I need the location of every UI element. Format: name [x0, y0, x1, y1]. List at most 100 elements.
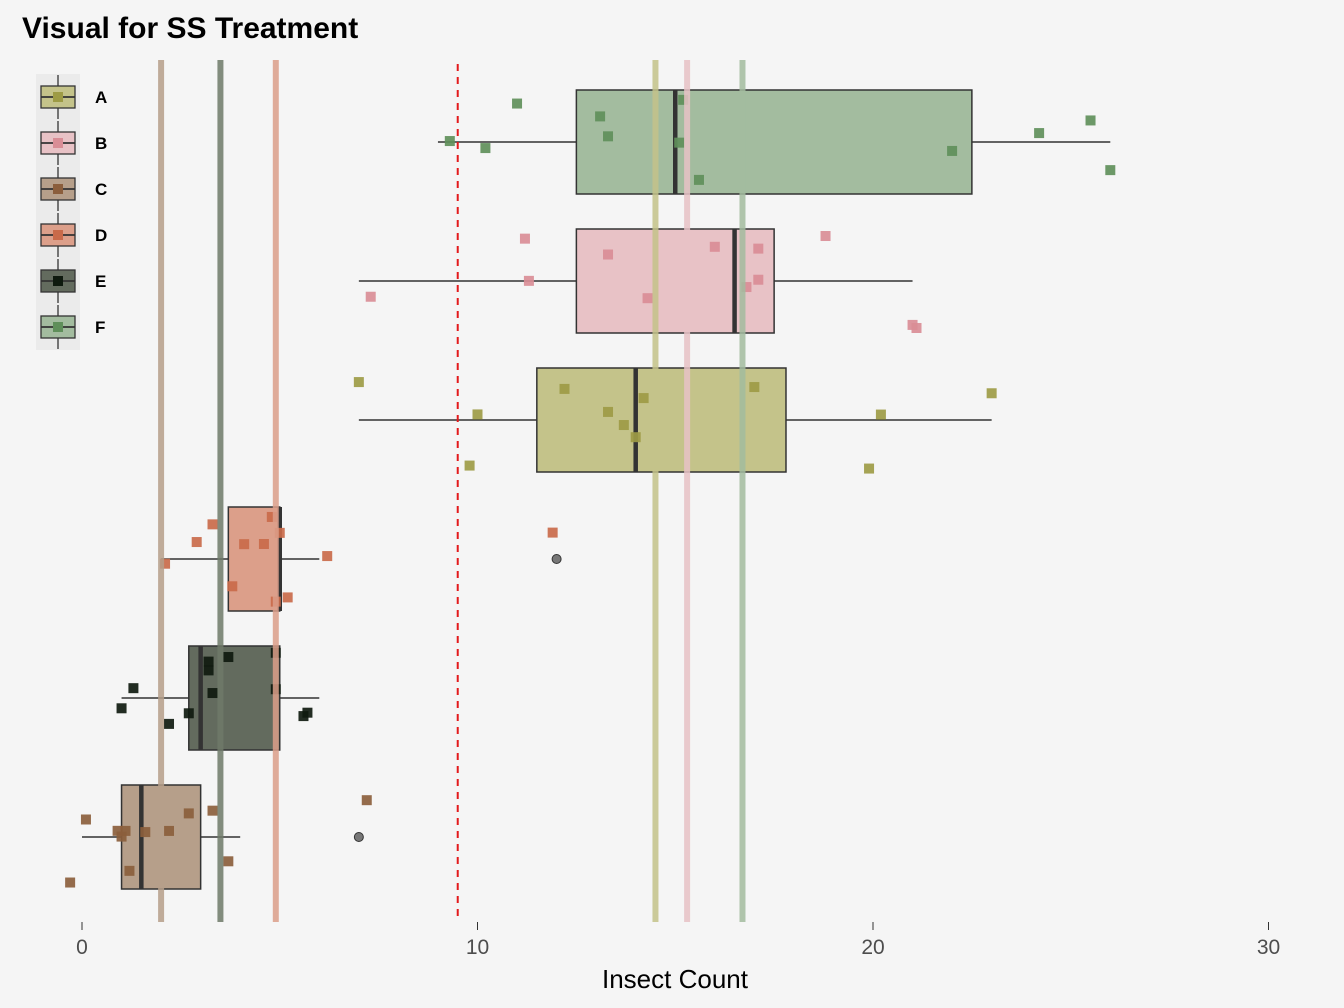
data-point [207, 688, 218, 699]
legend-label: D [95, 226, 107, 245]
legend: A B C D E F [36, 74, 107, 350]
data-point [361, 795, 372, 806]
box [227, 506, 281, 612]
data-point [223, 652, 234, 663]
data-point [875, 409, 886, 420]
data-point [559, 383, 570, 394]
outlier-point [551, 554, 562, 564]
box [536, 367, 787, 473]
x-axis-title: Insect Count [602, 964, 749, 994]
data-point [112, 825, 123, 836]
legend-key-point [53, 184, 63, 194]
data-point [274, 527, 285, 538]
legend-item-A: A [36, 74, 107, 120]
data-point [239, 539, 250, 550]
data-point [512, 98, 523, 109]
data-point [603, 406, 614, 417]
data-point [678, 94, 689, 105]
legend-item-B: B [36, 120, 107, 166]
data-point [80, 814, 91, 825]
series-group-A [353, 367, 997, 474]
legend-label: B [95, 134, 107, 153]
x-tick-label: 20 [861, 936, 884, 959]
data-point [258, 539, 269, 550]
data-point [547, 527, 558, 538]
data-point [749, 382, 760, 393]
legend-item-D: D [36, 212, 107, 258]
data-point [207, 805, 218, 816]
legend-item-F: F [36, 304, 105, 350]
chart-title: Visual for SS Treatment [22, 12, 358, 45]
data-point [203, 656, 214, 667]
data-point [1034, 128, 1045, 139]
x-tick-label: 30 [1257, 936, 1280, 959]
data-point [1085, 115, 1096, 126]
data-point [116, 831, 127, 842]
data-point [124, 865, 135, 876]
x-tick-label: 0 [76, 936, 88, 959]
x-tick-label: 10 [466, 936, 489, 959]
data-point [603, 249, 614, 260]
outlier-point [353, 832, 364, 842]
data-point [986, 388, 997, 399]
data-point [140, 827, 151, 838]
legend-key-point [53, 138, 63, 148]
data-point [160, 558, 171, 569]
data-point [472, 409, 483, 420]
data-point [523, 275, 534, 286]
data-point [911, 322, 922, 333]
data-point [603, 131, 614, 142]
data-point [322, 551, 333, 562]
data-point [820, 231, 831, 242]
data-point [674, 137, 685, 148]
data-point [753, 243, 764, 254]
legend-item-C: C [36, 166, 107, 212]
data-point [741, 282, 752, 293]
data-point [709, 241, 720, 252]
legend-key-point [53, 230, 63, 240]
data-point [183, 808, 194, 819]
data-point [266, 511, 277, 522]
data-point [116, 703, 127, 714]
legend-label: C [95, 180, 107, 199]
data-point [753, 274, 764, 285]
data-point [642, 293, 653, 304]
data-point [183, 708, 194, 719]
plot-area [65, 60, 1116, 922]
box [575, 89, 973, 195]
data-point [128, 683, 139, 694]
data-point [302, 707, 313, 718]
data-point [164, 825, 175, 836]
legend-item-E: E [36, 258, 106, 304]
data-point [191, 537, 202, 548]
data-point [227, 581, 238, 592]
legend-key-point [53, 92, 63, 102]
data-point [638, 393, 649, 404]
legend-label: E [95, 272, 106, 291]
data-point [164, 718, 175, 729]
data-point [120, 825, 131, 836]
data-point [595, 111, 606, 122]
data-point [65, 877, 76, 888]
data-point [282, 592, 293, 603]
data-point [519, 233, 530, 244]
series-group-F [437, 89, 1116, 195]
legend-key-point [53, 322, 63, 332]
data-point [365, 291, 376, 302]
data-point [693, 174, 704, 185]
data-point [223, 856, 234, 867]
data-point [480, 143, 491, 154]
data-point [203, 665, 214, 676]
data-point [864, 463, 875, 474]
data-point [207, 519, 218, 530]
legend-key-point [53, 276, 63, 286]
data-point [630, 432, 641, 443]
data-point [464, 460, 475, 471]
series-group-D [160, 506, 562, 612]
data-point [947, 145, 958, 156]
series-group-B [358, 228, 922, 334]
x-axis: 0 10 20 30 [76, 922, 1280, 959]
legend-label: A [95, 88, 107, 107]
